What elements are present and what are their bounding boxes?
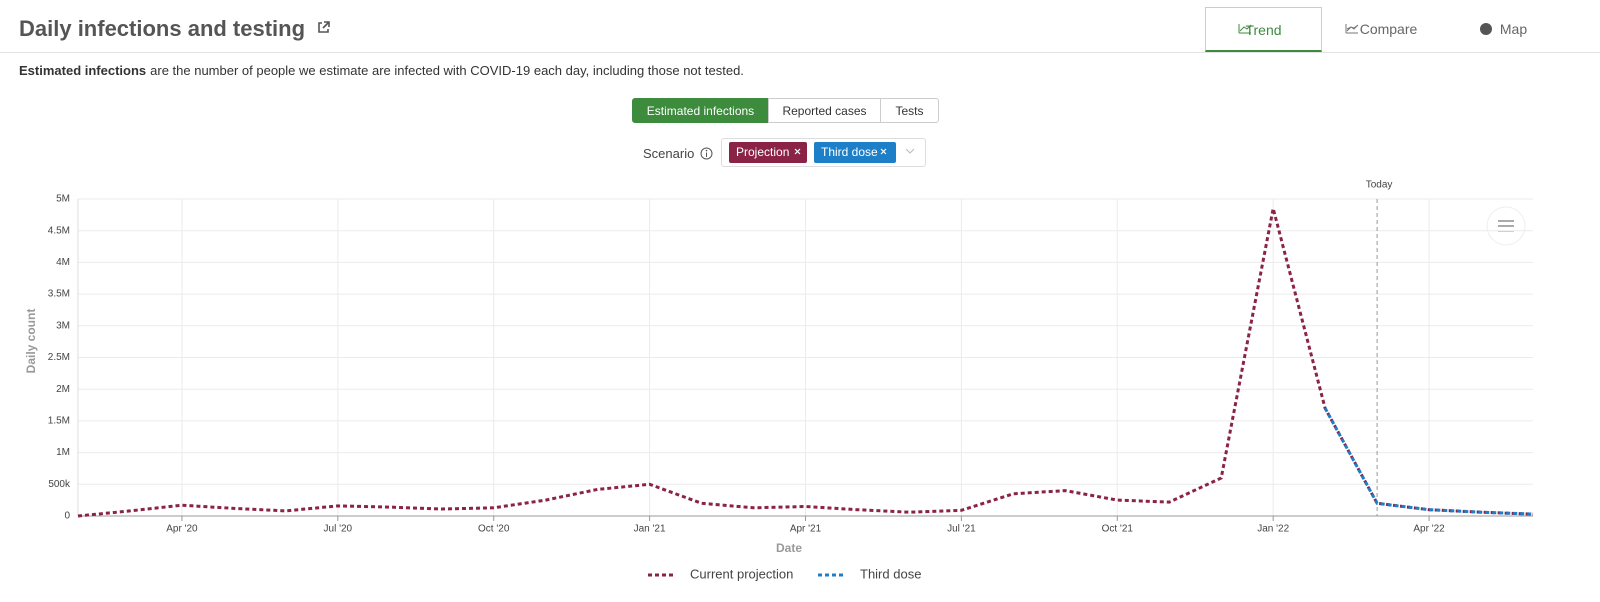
- tab-label: Compare: [1359, 21, 1418, 37]
- globe-icon: [1480, 23, 1492, 35]
- today-label: Today: [1366, 180, 1393, 191]
- trend-icon: [1238, 24, 1252, 34]
- x-axis-label: Date: [776, 541, 802, 555]
- scenario-chip[interactable]: Third dose: [814, 142, 896, 163]
- legend-label: Current projection: [690, 566, 793, 581]
- x-tick-label: Apr '22: [1413, 524, 1445, 535]
- y-tick-label: 500k: [48, 479, 71, 490]
- y-tick-label: 1M: [56, 447, 70, 458]
- x-tick-label: Jan '21: [634, 524, 666, 535]
- y-tick-label: 0: [64, 511, 70, 522]
- metric-button[interactable]: Estimated infections: [632, 98, 769, 123]
- x-tick-label: Jul '21: [947, 524, 976, 535]
- x-tick-label: Apr '20: [166, 524, 198, 535]
- description: Estimated infections are the number of pe…: [19, 63, 744, 78]
- scenario-chip[interactable]: Projection: [729, 142, 808, 163]
- legend-label: Third dose: [860, 566, 921, 581]
- dropdown-caret[interactable]: [905, 148, 915, 154]
- scenario-label: Scenario: [643, 145, 713, 161]
- x-tick-label: Jul '20: [324, 524, 353, 535]
- metric-button[interactable]: Reported cases: [768, 98, 881, 123]
- x-tick-label: Jan '22: [1257, 524, 1289, 535]
- chip-label: Projection: [736, 145, 790, 159]
- tab[interactable]: Compare: [1330, 7, 1447, 52]
- tab[interactable]: Map: [1455, 7, 1572, 52]
- chip-label: Third dose: [821, 145, 878, 159]
- chip-remove-icon[interactable]: [794, 148, 887, 155]
- page-title: Daily infections and testing: [19, 16, 330, 42]
- y-tick-label: 5M: [56, 194, 70, 205]
- y-tick-label: 3.5M: [48, 289, 70, 300]
- y-tick-label: 2M: [56, 384, 70, 395]
- series-line: [1323, 407, 1534, 516]
- x-tick-label: Oct '21: [1102, 524, 1134, 535]
- scenario-select[interactable]: [721, 138, 926, 167]
- compare-icon: [1345, 24, 1359, 34]
- tab-label: Map: [1499, 21, 1528, 37]
- y-tick-label: 1.5M: [48, 416, 70, 427]
- x-tick-label: Oct '20: [478, 524, 510, 535]
- description-bold: Estimated infections: [19, 63, 147, 78]
- description-text: are the number of people we estimate are…: [150, 63, 744, 78]
- title-text: Daily infections and testing: [19, 16, 306, 41]
- y-axis-label: Daily count: [24, 309, 38, 374]
- metric-button[interactable]: Tests: [880, 98, 939, 123]
- tab[interactable]: Trend: [1205, 7, 1322, 52]
- x-tick-label: Apr '21: [790, 524, 822, 535]
- y-tick-label: 2.5M: [48, 352, 70, 363]
- y-tick-label: 4.5M: [48, 225, 70, 236]
- external-link-icon[interactable]: [317, 21, 330, 34]
- info-icon[interactable]: [700, 147, 713, 160]
- y-tick-label: 3M: [56, 320, 70, 331]
- scenario-text: Scenario: [643, 146, 695, 161]
- y-tick-label: 4M: [56, 257, 70, 268]
- tab-label: Trend: [1245, 22, 1282, 38]
- divider: [0, 52, 1600, 53]
